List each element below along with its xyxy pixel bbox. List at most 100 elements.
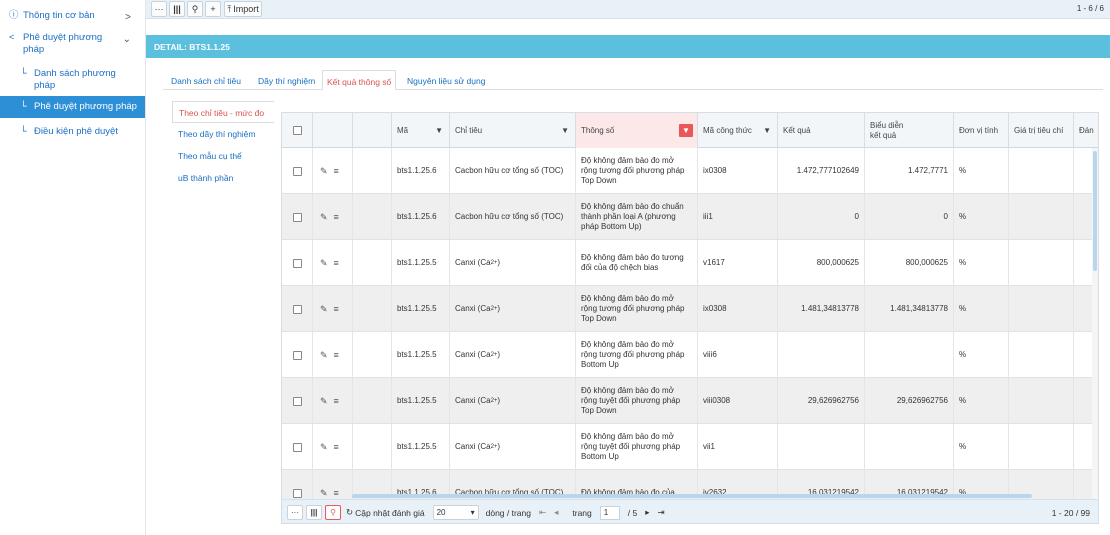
row-checkbox[interactable]: [293, 488, 302, 498]
menu-icon[interactable]: ≡: [333, 212, 339, 222]
chi-tieu-superscript: 2+: [490, 444, 498, 450]
menu-icon[interactable]: ≡: [333, 304, 339, 314]
header-don-vi[interactable]: Đơn vị tính: [954, 113, 1009, 148]
search-button[interactable]: ⚲: [187, 1, 203, 17]
blank-cell: [353, 240, 392, 286]
header-extra[interactable]: Đán: [1074, 113, 1098, 148]
filter-icon[interactable]: ▼: [561, 126, 569, 135]
import-button[interactable]: ⤒ Import: [224, 1, 262, 17]
record-count: 1 - 6 / 6: [1076, 4, 1104, 13]
row-checkbox[interactable]: [293, 442, 302, 452]
table-row[interactable]: ✎ ≡ bts1.1.25.5 Canxi (Ca 2+) Độ không đảm bả…: [282, 424, 1098, 470]
tab-day-thi-nghiem[interactable]: Dãy thí nghiệm: [258, 76, 316, 86]
table-row[interactable]: ✎ ≡ bts1.1.25.5 Canxi (Ca 2+) Độ không đảm bả…: [282, 286, 1098, 332]
header-label: Mã: [397, 125, 409, 135]
tab-nguyen-lieu[interactable]: Nguyên liệu sử dụng: [407, 76, 486, 86]
edit-icon[interactable]: ✎: [320, 350, 328, 360]
header-ma-cong-thuc[interactable]: Mã công thức ▼: [698, 113, 778, 148]
menu-icon[interactable]: ≡: [333, 166, 339, 176]
table-row[interactable]: ✎ ≡ bts1.1.25.5 Canxi (Ca 2+) Độ không đảm bả…: [282, 240, 1098, 286]
prev-page-icon[interactable]: ◂: [554, 507, 559, 517]
subnav-theo-day[interactable]: Theo dãy thí nghiệm: [178, 129, 256, 139]
table-row[interactable]: ✎ ≡ bts1.1.25.6 Cacbon hữu cơ tổng số (TOC)…: [282, 194, 1098, 240]
horizontal-scrollbar[interactable]: [352, 494, 1032, 498]
table-row[interactable]: ✎ ≡ bts1.1.25.5 Canxi (Ca 2+) Độ không đảm bả…: [282, 378, 1098, 424]
menu-icon[interactable]: ≡: [333, 396, 339, 406]
cell-don-vi: %: [954, 148, 1009, 194]
header-ket-qua[interactable]: Kết quả: [778, 113, 865, 148]
tab-ket-qua-thong-so[interactable]: Kết quả thông số: [322, 70, 397, 90]
cell-don-vi: %: [954, 470, 1009, 516]
refresh-evaluation-button[interactable]: Cập nhật đánh giá: [355, 507, 425, 518]
row-actions: ✎ ≡: [313, 424, 353, 470]
info-icon: ⓘ: [9, 10, 19, 21]
pager-search-button[interactable]: ⚲: [325, 505, 341, 520]
sidebar-item-danh-sach[interactable]: └ Danh sách phương pháp: [0, 64, 145, 94]
filter-icon[interactable]: ▼: [763, 126, 771, 135]
filter-icon[interactable]: ▼: [435, 126, 443, 135]
header-ma[interactable]: Mã ▼: [392, 113, 450, 148]
sidebar-item-dieu-kien[interactable]: └ Điều kiện phê duyệt: [0, 122, 145, 138]
table-row[interactable]: ✎ ≡ bts1.1.25.6 Cacbon hữu cơ tổng số (TOC)…: [282, 148, 1098, 194]
sidebar-item-phe-duyet[interactable]: └ Phê duyệt phương pháp: [0, 96, 145, 118]
subnav-ub-thanh-phan[interactable]: uB thành phần: [178, 173, 234, 183]
subnav-theo-mau[interactable]: Theo mẫu cụ thể: [178, 151, 242, 161]
vertical-scroll-thumb[interactable]: [1093, 151, 1097, 271]
menu-icon[interactable]: ≡: [333, 442, 339, 452]
sidebar-item-label: Phê duyệt phương pháp: [23, 32, 103, 55]
row-checkbox[interactable]: [293, 304, 302, 314]
row-checkbox[interactable]: [293, 212, 302, 222]
subnav-theo-chi-tieu[interactable]: Theo chỉ tiêu - mức đo: [172, 101, 274, 123]
select-cell: [282, 240, 313, 286]
chi-tieu-superscript: 2+: [490, 352, 498, 358]
next-page-icon[interactable]: ▸: [645, 507, 650, 517]
sidebar-item-thong-tin[interactable]: ⓘ Thông tin cơ bản >: [0, 6, 145, 23]
edit-icon[interactable]: ✎: [320, 166, 328, 176]
page-size-select[interactable]: 20 ▾: [432, 505, 479, 520]
page-input[interactable]: 1: [599, 505, 620, 520]
header-label: Chỉ tiêu: [455, 125, 483, 135]
row-checkbox[interactable]: [293, 350, 302, 360]
header-gia-tri[interactable]: Giá trị tiêu chí: [1009, 113, 1074, 148]
blank-cell: [353, 332, 392, 378]
edit-icon[interactable]: ✎: [320, 396, 328, 406]
select-all-checkbox[interactable]: [293, 126, 302, 135]
header-label: Thông số: [581, 125, 615, 135]
menu-icon[interactable]: ≡: [333, 350, 339, 360]
vertical-scrollbar[interactable]: [1092, 148, 1098, 508]
row-checkbox[interactable]: [293, 396, 302, 406]
share-icon: <: [9, 32, 15, 43]
first-page-icon[interactable]: ⇤: [538, 507, 547, 517]
row-checkbox[interactable]: [293, 166, 302, 176]
last-page-icon[interactable]: ⇥: [657, 507, 665, 517]
filter-active-icon[interactable]: ▼: [679, 124, 693, 137]
header-thong-so[interactable]: Thông số ▼: [576, 113, 698, 148]
select-cell: [282, 332, 313, 378]
cell-ma-cong-thuc: viii6: [698, 332, 778, 378]
blank-cell: [353, 148, 392, 194]
tab-danh-sach-chi-tieu[interactable]: Danh sách chỉ tiêu: [171, 76, 241, 86]
menu-icon[interactable]: ≡: [333, 488, 339, 498]
sidebar-item-phe-duyet-group[interactable]: < Phê duyệt phương pháp ⌄: [0, 28, 145, 58]
pager-more-button[interactable]: ···: [287, 505, 303, 520]
cell-bieu-dien: 1.481,34813778: [865, 286, 954, 332]
header-bieu-dien[interactable]: Biểu diễn kết quả: [865, 113, 954, 148]
cell-ma-cong-thuc: iii1: [698, 194, 778, 240]
edit-icon[interactable]: ✎: [320, 212, 328, 222]
columns-button[interactable]: |||: [169, 1, 185, 17]
add-button[interactable]: +: [205, 1, 221, 17]
refresh-icon[interactable]: ↻: [346, 507, 354, 517]
cell-ket-qua: [778, 424, 865, 470]
menu-icon[interactable]: ≡: [333, 258, 339, 268]
edit-icon[interactable]: ✎: [320, 488, 328, 498]
table-row[interactable]: ✎ ≡ bts1.1.25.5 Canxi (Ca 2+) Độ không đảm bả…: [282, 332, 1098, 378]
edit-icon[interactable]: ✎: [320, 442, 328, 452]
sidebar: ⓘ Thông tin cơ bản > < Phê duyệt phương ph…: [0, 0, 146, 535]
header-chi-tieu[interactable]: Chỉ tiêu ▼: [450, 113, 576, 148]
edit-icon[interactable]: ✎: [320, 304, 328, 314]
row-checkbox[interactable]: [293, 258, 302, 268]
cell-gia-tri: [1009, 240, 1074, 286]
edit-icon[interactable]: ✎: [320, 258, 328, 268]
pager-columns-button[interactable]: |||: [306, 505, 322, 520]
more-button[interactable]: ···: [151, 1, 167, 17]
